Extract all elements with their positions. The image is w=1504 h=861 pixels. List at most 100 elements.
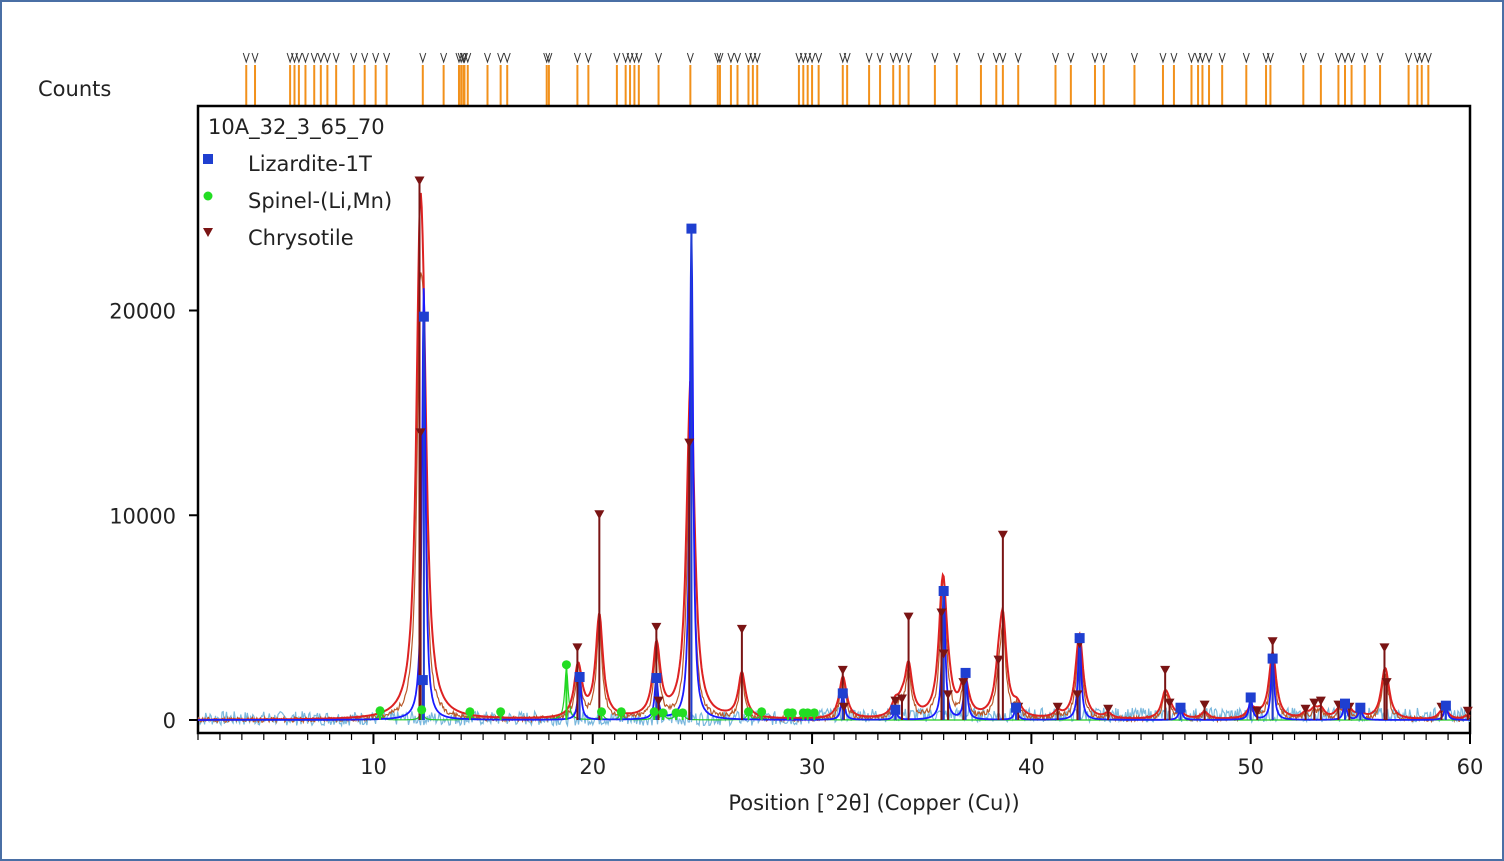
lizardite-marker	[890, 704, 901, 715]
reference-tick-cap	[1218, 52, 1226, 64]
spinel-marker	[375, 706, 385, 716]
y-tick-label: 20000	[109, 300, 176, 324]
reference-tick-cap	[1188, 52, 1195, 64]
x-tick-label: 10	[360, 755, 387, 779]
reference-tick-cap	[457, 52, 465, 64]
calculated-curve-blue	[198, 228, 1470, 721]
legend: 10A_32_3_65_70 Lizardite-1T Spinel-(Li,Mn)…	[203, 115, 392, 250]
reference-tick-cap	[332, 52, 340, 64]
calculated-curve-red	[198, 192, 1471, 721]
reference-tick-cap	[686, 52, 694, 64]
reference-tick-cap	[295, 52, 303, 64]
y-tick-label: 0	[163, 709, 176, 733]
reference-tick-cap	[372, 52, 380, 64]
reference-tick-cap	[497, 52, 505, 64]
chrysotile-marker	[1300, 704, 1311, 714]
reference-tick-cap	[1424, 52, 1432, 64]
spinel-marker	[597, 707, 607, 717]
reference-tick-cap	[1159, 52, 1167, 64]
reference-tick-cap	[734, 52, 741, 64]
reference-tick-cap	[1242, 52, 1250, 64]
reference-tick-cap	[584, 52, 592, 64]
reference-tick-cap	[1130, 52, 1138, 64]
reference-tick-cap	[323, 52, 331, 64]
spinel-marker	[787, 708, 797, 718]
chrysotile-marker	[1252, 706, 1263, 716]
reference-tick-cap	[876, 52, 884, 64]
chrysotile-marker	[958, 678, 969, 688]
chrysotile-marker	[1381, 678, 1392, 688]
reference-tick-cap	[815, 52, 823, 64]
reference-tick-cap	[543, 52, 551, 64]
legend-circle-icon	[203, 191, 213, 201]
reference-tick-cap	[419, 52, 427, 64]
phase-markers	[375, 176, 1473, 720]
legend-square-icon	[203, 154, 213, 164]
reference-tick-cap	[905, 52, 913, 64]
chrysotile-marker	[415, 428, 426, 438]
reference-tick-cap	[242, 52, 250, 64]
chrysotile-marker	[903, 612, 914, 622]
chrysotile-marker	[1103, 704, 1114, 714]
spinel-marker	[465, 707, 475, 717]
reference-tick-cap	[464, 52, 472, 64]
x-tick-label: 20	[579, 755, 606, 779]
axes: 0 10000 20000 10 20 30 40 50 60	[109, 300, 1483, 779]
reference-tick-cap	[1299, 52, 1307, 64]
spinel-marker	[649, 707, 659, 717]
reference-tick-cap	[655, 52, 663, 64]
x-tick-label: 60	[1457, 755, 1484, 779]
chrysotile-marker	[684, 438, 695, 448]
reference-tick-cap	[1198, 52, 1206, 64]
lizardite-marker	[574, 672, 585, 683]
chrysotile-marker	[1199, 700, 1210, 710]
reference-tick-cap	[1205, 52, 1213, 64]
spinel-marker	[803, 708, 813, 718]
legend-triangle-icon	[203, 228, 213, 237]
chrysotile-marker	[1160, 665, 1171, 675]
x-tick-label: 30	[799, 755, 826, 779]
reference-tick-cap	[635, 52, 643, 64]
reference-tick-cap	[310, 52, 318, 64]
reference-tick-cap	[1266, 52, 1274, 64]
reference-tick-cap	[953, 52, 961, 64]
lizardite-marker	[651, 673, 662, 684]
spinel-marker	[757, 707, 767, 717]
lizardite-marker	[1355, 702, 1366, 713]
reference-tick-cap	[613, 52, 621, 64]
chrysotile-marker	[1462, 706, 1473, 716]
reference-tick-cap	[251, 52, 259, 64]
reference-peak-ticks	[242, 52, 1432, 105]
chrysotile-marker	[1379, 643, 1390, 653]
legend-entry-label: Spinel-(Li,Mn)	[248, 189, 392, 213]
lizardite-marker	[1267, 653, 1278, 664]
reference-tick-cap	[753, 52, 761, 64]
spinel-marker	[658, 708, 668, 718]
reference-tick-cap	[931, 52, 939, 64]
reference-tick-cap	[460, 52, 468, 64]
lizardite-marker	[1074, 633, 1085, 644]
observed-curve	[197, 272, 1471, 725]
reference-tick-cap	[1334, 52, 1342, 64]
chrysotile-marker	[653, 696, 664, 706]
lizardite-marker	[686, 223, 697, 234]
reference-tick-cap	[383, 52, 391, 64]
x-tick-label: 50	[1237, 755, 1264, 779]
reference-tick-cap	[1361, 52, 1369, 64]
reference-tick-cap	[1418, 52, 1426, 64]
y-tick-label: 10000	[109, 504, 176, 528]
spinel-marker	[496, 707, 506, 717]
reference-tick-cap	[503, 52, 511, 64]
chrysotile-marker	[1315, 696, 1326, 706]
pattern-curves	[197, 192, 1471, 728]
spinel-marker	[809, 708, 819, 718]
chrysotile-marker	[896, 694, 907, 704]
reference-tick-cap	[440, 52, 448, 64]
chrysotile-marker	[572, 643, 583, 653]
lizardite-marker	[417, 675, 428, 686]
spinel-marker	[616, 707, 626, 717]
spinel-marker	[561, 660, 571, 670]
reference-tick-cap	[484, 52, 491, 64]
